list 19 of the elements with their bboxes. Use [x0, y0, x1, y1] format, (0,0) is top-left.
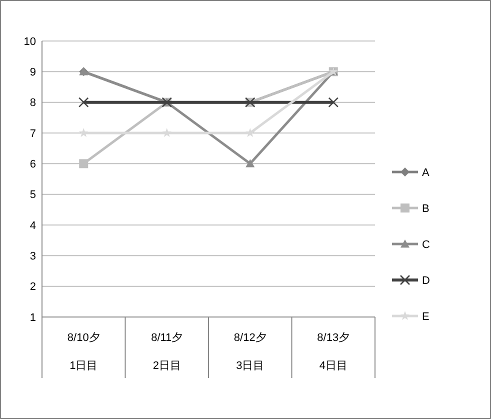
legend-label: A	[422, 166, 430, 179]
legend-label: E	[422, 310, 430, 323]
y-tick-label: 2	[30, 281, 36, 294]
y-tick-label: 7	[30, 128, 36, 140]
category-label: 8/11夕 2日目	[151, 332, 183, 372]
legend-label: D	[422, 274, 430, 287]
y-tick-label: 8	[30, 97, 36, 110]
category-label: 8/10夕 1日目	[67, 332, 100, 372]
legend-label: C	[422, 238, 430, 251]
y-tick-label: 3	[30, 250, 36, 263]
category-label: 8/13夕 4日目	[317, 332, 350, 372]
y-tick-label: 5	[30, 189, 36, 202]
legend-label: B	[422, 202, 430, 215]
y-tick-label: 10	[24, 36, 36, 48]
category-label: 8/12夕 3日目	[234, 332, 266, 372]
y-tick-label: 4	[30, 220, 36, 232]
y-tick-label: 1	[30, 312, 36, 324]
y-tick-label: 6	[30, 158, 36, 171]
y-tick-label: 9	[30, 66, 36, 79]
